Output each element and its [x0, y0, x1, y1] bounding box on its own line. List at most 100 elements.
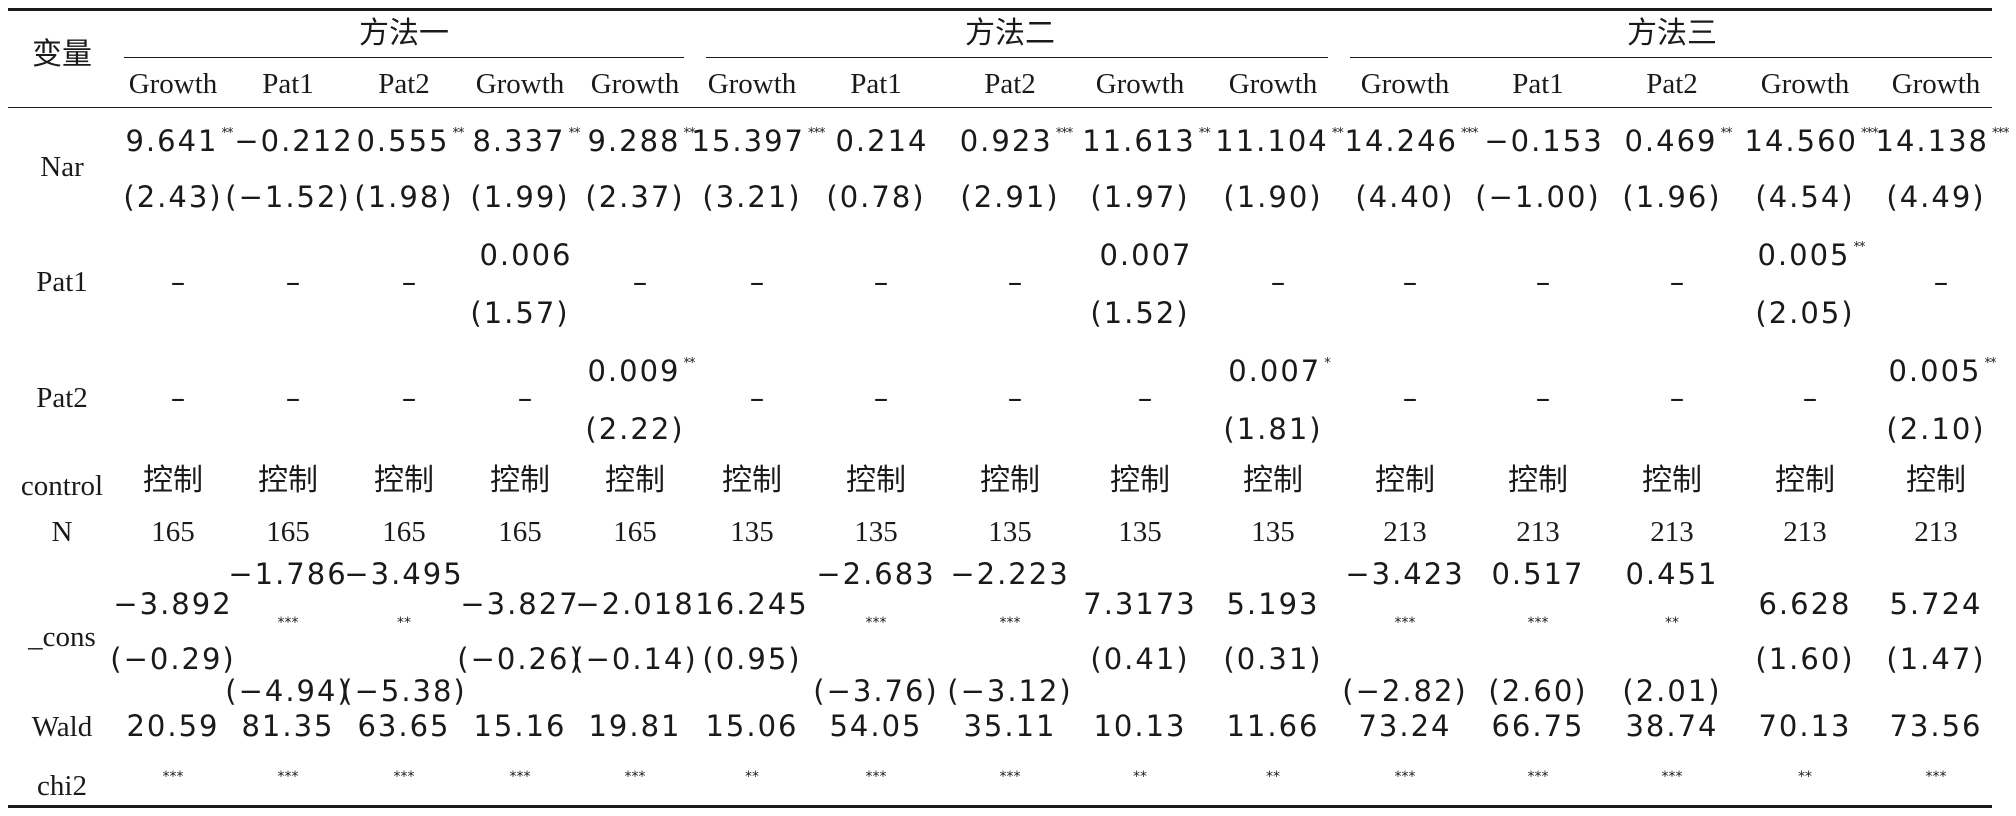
significance-stars: *** — [1860, 126, 1878, 141]
pat1-tstat: (1.52) — [1090, 296, 1190, 330]
wald-significance-stars: ** — [1798, 769, 1812, 785]
pat2-coef: – — [335, 384, 485, 413]
control-cell: 控制 — [1508, 463, 1568, 498]
wald-significance-stars: ** — [1266, 769, 1280, 785]
cons-coef: −1.786 — [228, 557, 348, 591]
control-cell: 控制 — [1110, 463, 1170, 498]
nar-coef: 9.641 ** — [104, 127, 254, 156]
column-header: Growth — [707, 68, 797, 100]
control-cell: 控制 — [1775, 463, 1835, 498]
method-group-header: 方法一 — [359, 16, 449, 51]
nar-coef: 0.555 ** — [335, 127, 485, 156]
wald-significance-stars: *** — [999, 769, 1021, 785]
pat1-coef: – — [104, 268, 254, 297]
control-cell: 控制 — [490, 463, 550, 498]
pat2-coef: – — [1603, 384, 1753, 413]
wald-significance-stars: ** — [1133, 769, 1147, 785]
pat1-coef: – — [941, 268, 1091, 297]
n-cell: 165 — [613, 516, 657, 548]
nar-tstat: (4.49) — [1886, 180, 1986, 214]
coef-value: – — [632, 265, 650, 299]
nar-tstat: (4.54) — [1755, 180, 1855, 214]
column-header: Growth — [1228, 68, 1318, 100]
n-cell: 135 — [730, 516, 774, 548]
row-label-pat1: Pat1 — [36, 266, 88, 298]
nar-coef: 14.138 *** — [1867, 127, 2016, 156]
pat2-coef: – — [683, 384, 833, 413]
pat1-coef: 0.007 — [1071, 241, 1221, 270]
wald-cell: 19.81 — [588, 709, 682, 743]
row-label-control: control — [20, 470, 104, 502]
coef-value: – — [401, 381, 419, 415]
column-header: Pat1 — [1512, 68, 1564, 100]
pat2-coef: – — [807, 384, 957, 413]
nar-coef: 0.214 — [807, 127, 957, 156]
pat2-tstat: (2.22) — [585, 412, 685, 446]
significance-stars: ** — [221, 126, 234, 141]
coef-value: 0.005 — [1757, 238, 1851, 272]
nar-tstat: (1.99) — [470, 180, 570, 214]
wald-significance-stars: *** — [1527, 769, 1549, 785]
pat2-coef: – — [1469, 384, 1619, 413]
pat2-coef: – — [1336, 384, 1486, 413]
coef-value: 0.923 — [959, 124, 1053, 158]
pat2-coef: – — [104, 384, 254, 413]
variable-header: 变量 — [32, 37, 92, 72]
cons-significance-stars: *** — [277, 615, 299, 631]
n-cell: 135 — [1118, 516, 1162, 548]
column-header: Pat1 — [850, 68, 902, 100]
wald-cell: 20.59 — [126, 709, 220, 743]
coef-value: 0.005 — [1888, 354, 1982, 388]
pat2-coef: – — [1071, 384, 1221, 413]
significance-stars: ** — [683, 126, 696, 141]
control-cell: 控制 — [1243, 463, 1303, 498]
coef-value: 14.246 — [1344, 124, 1458, 158]
pat2-coef: – — [1736, 384, 1886, 413]
cons-tstat: (−0.26) — [457, 642, 583, 676]
pat1-tstat: (2.05) — [1755, 296, 1855, 330]
coef-value: 14.560 — [1744, 124, 1858, 158]
pat1-coef: – — [1469, 268, 1619, 297]
nar-tstat: (−1.00) — [1475, 180, 1601, 214]
cons-tstat: (2.60) — [1488, 674, 1588, 708]
n-cell: 165 — [498, 516, 542, 548]
coef-value: 0.009 — [587, 354, 681, 388]
row-label-pat2: Pat2 — [36, 382, 88, 414]
significance-stars: ** — [452, 126, 465, 141]
nar-tstat: (0.78) — [826, 180, 926, 214]
column-header: Growth — [1891, 68, 1981, 100]
cons-coef: 5.193 — [1226, 587, 1320, 621]
column-header: Pat2 — [378, 68, 430, 100]
column-header: Growth — [1095, 68, 1185, 100]
cons-tstat: (2.01) — [1622, 674, 1722, 708]
wald-cell: 15.16 — [473, 709, 567, 743]
cons-tstat: (1.47) — [1886, 642, 1986, 676]
coef-value: – — [1270, 265, 1288, 299]
nar-coef: 11.613 ** — [1071, 127, 1221, 156]
pat2-coef: 0.009 ** — [566, 357, 716, 386]
wald-cell: 70.13 — [1758, 709, 1852, 743]
coef-value: – — [1535, 265, 1553, 299]
cons-tstat: (0.31) — [1223, 642, 1323, 676]
significance-stars: * — [1324, 356, 1330, 371]
n-cell: 213 — [1650, 516, 1694, 548]
wald-cell: 10.13 — [1093, 709, 1187, 743]
pat2-coef: 0.007 * — [1204, 357, 1354, 386]
control-cell: 控制 — [1906, 463, 1966, 498]
pat1-coef: – — [1204, 268, 1354, 297]
column-header: Pat2 — [984, 68, 1036, 100]
cons-significance-stars: *** — [865, 615, 887, 631]
coef-value: 11.104 — [1215, 124, 1329, 158]
significance-stars: *** — [807, 126, 825, 141]
coef-value: – — [1933, 265, 1951, 299]
coef-value: 0.214 — [835, 124, 929, 158]
pat1-coef: – — [807, 268, 957, 297]
row-label-chi2: chi2 — [37, 770, 87, 802]
column-header: Pat1 — [262, 68, 314, 100]
coef-value: – — [170, 265, 188, 299]
pat1-tstat: (1.57) — [470, 296, 570, 330]
table-bottom-rule — [8, 805, 1992, 808]
cons-coef: 0.451 — [1625, 557, 1719, 591]
column-header: Growth — [1360, 68, 1450, 100]
